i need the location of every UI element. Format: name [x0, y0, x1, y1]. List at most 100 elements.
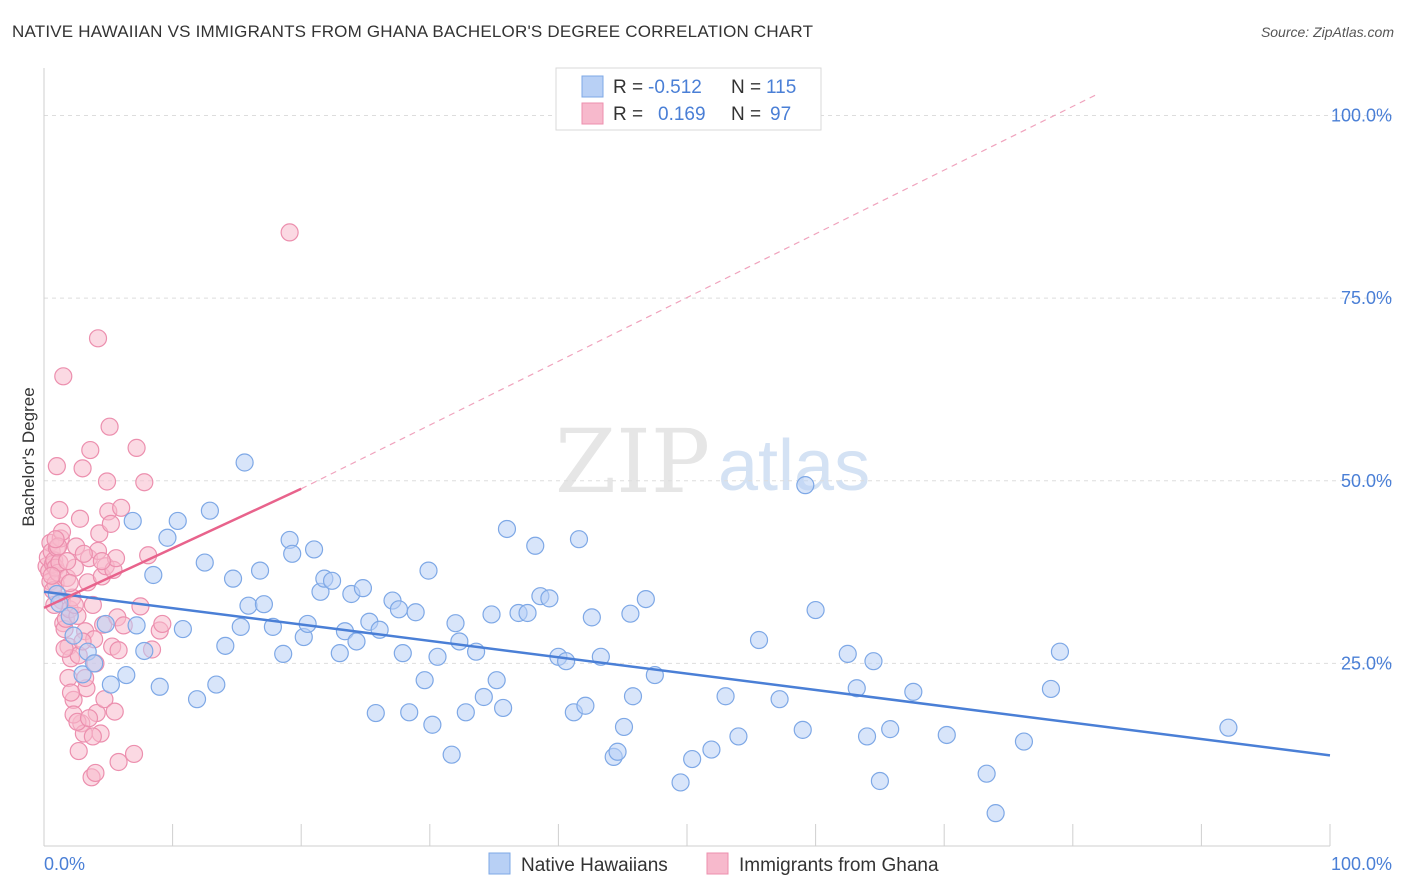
y-tick-label: 25.0% — [1341, 653, 1392, 673]
chart-title: NATIVE HAWAIIAN VS IMMIGRANTS FROM GHANA… — [12, 22, 814, 41]
point-native-hawaiians — [526, 536, 545, 555]
point-native-hawaiians — [366, 703, 385, 723]
point-native-hawaiians — [322, 571, 342, 590]
legend-r-label-1: R = — [613, 77, 643, 98]
legend-r-label-2: R = — [613, 104, 643, 125]
point-native-hawaiians — [304, 540, 324, 559]
point-native-hawaiians — [389, 600, 409, 619]
point-native-hawaiians — [393, 644, 412, 663]
point-native-hawaiians — [576, 696, 595, 715]
legend-swatch-blue — [581, 75, 604, 98]
point-native-hawaiians — [415, 671, 434, 690]
watermark-zip: ZIP — [555, 410, 710, 513]
gridlines — [44, 115, 1392, 664]
point-native-hawaiians — [254, 595, 274, 614]
point-native-hawaiians — [636, 589, 655, 609]
point-immigrants-from-ghana — [109, 641, 128, 660]
point-native-hawaiians — [569, 530, 589, 549]
point-native-hawaiians — [671, 773, 690, 792]
watermark: ZIP atlas — [555, 410, 870, 513]
point-native-hawaiians — [838, 644, 857, 663]
point-native-hawaiians — [239, 596, 258, 615]
point-native-hawaiians — [450, 632, 469, 651]
point-immigrants-from-ghana — [54, 367, 73, 386]
point-native-hawaiians — [1014, 732, 1034, 751]
point-immigrants-from-ghana — [86, 763, 105, 783]
watermark-atlas: atlas — [718, 426, 870, 506]
point-native-hawaiians — [158, 528, 177, 547]
point-native-hawaiians — [1219, 718, 1238, 737]
point-native-hawaiians — [1041, 679, 1061, 699]
point-immigrants-from-ghana — [42, 566, 61, 585]
point-native-hawaiians — [274, 644, 293, 663]
point-immigrants-from-ghana — [47, 457, 66, 476]
legend-n-value-2: 97 — [770, 104, 791, 125]
point-native-hawaiians — [749, 630, 769, 650]
point-native-hawaiians — [428, 647, 447, 666]
point-immigrants-from-ghana — [74, 544, 93, 563]
point-native-hawaiians — [446, 614, 465, 633]
point-native-hawaiians — [231, 617, 250, 636]
point-native-hawaiians — [806, 600, 825, 620]
point-native-hawaiians — [487, 671, 506, 690]
point-native-hawaiians — [123, 511, 142, 531]
point-native-hawaiians — [283, 544, 302, 563]
y-axis-title: Bachelor's Degree — [19, 387, 38, 526]
point-immigrants-from-ghana — [124, 744, 144, 764]
y-tick-label: 100.0% — [1331, 106, 1392, 126]
point-immigrants-from-ghana — [81, 440, 100, 460]
point-native-hawaiians — [400, 703, 419, 722]
point-native-hawaiians — [870, 771, 890, 791]
point-native-hawaiians — [608, 742, 627, 761]
point-immigrants-from-ghana — [280, 223, 299, 242]
point-immigrants-from-ghana — [112, 498, 131, 517]
point-native-hawaiians — [482, 605, 501, 624]
point-immigrants-from-ghana — [69, 741, 88, 761]
point-native-hawaiians — [96, 614, 115, 634]
y-tick-label: 50.0% — [1341, 471, 1392, 491]
point-native-hawaiians — [135, 641, 154, 661]
y-tick-labels: 25.0% 50.0% 75.0% 100.0% — [1331, 106, 1392, 674]
point-native-hawaiians — [986, 804, 1005, 823]
bottom-legend-label-ghana: Immigrants from Ghana — [739, 855, 939, 876]
point-immigrants-from-ghana — [61, 683, 81, 702]
point-native-hawaiians — [494, 698, 513, 718]
source-attribution: Source: ZipAtlas.com — [1260, 24, 1394, 40]
point-native-hawaiians — [904, 682, 923, 701]
point-immigrants-from-ghana — [127, 438, 146, 457]
point-native-hawaiians — [497, 519, 517, 539]
point-native-hawaiians — [729, 727, 748, 746]
trend-line-native-hawaiians — [43, 590, 1331, 757]
point-native-hawaiians — [937, 725, 956, 745]
x-tick-label-max: 100.0% — [1331, 854, 1392, 874]
point-native-hawaiians — [64, 626, 83, 645]
point-native-hawaiians — [216, 636, 235, 655]
point-native-hawaiians — [623, 687, 643, 706]
point-immigrants-from-ghana — [153, 614, 172, 634]
trend-lines — [43, 93, 1331, 757]
point-native-hawaiians — [442, 745, 461, 764]
bottom-legend-swatch-blue — [488, 852, 511, 875]
point-native-hawaiians — [1050, 642, 1070, 661]
point-native-hawaiians — [250, 561, 270, 580]
point-native-hawaiians — [796, 476, 815, 495]
point-immigrants-from-ghana — [109, 752, 128, 772]
point-immigrants-from-ghana — [135, 473, 154, 492]
point-native-hawaiians — [127, 616, 146, 635]
point-native-hawaiians — [85, 654, 104, 673]
point-immigrants-from-ghana — [92, 552, 111, 571]
point-native-hawaiians — [614, 717, 634, 737]
point-native-hawaiians — [557, 652, 576, 671]
point-native-hawaiians — [144, 565, 163, 585]
point-native-hawaiians — [456, 703, 475, 722]
point-native-hawaiians — [223, 569, 243, 588]
point-immigrants-from-ghana — [79, 709, 99, 728]
point-native-hawaiians — [540, 589, 559, 608]
point-native-hawaiians — [347, 632, 366, 651]
point-immigrants-from-ghana — [97, 472, 117, 491]
point-native-hawaiians — [187, 690, 207, 709]
point-immigrants-from-ghana — [73, 459, 92, 478]
x-ticks — [43, 824, 1331, 846]
point-native-hawaiians — [864, 652, 883, 671]
